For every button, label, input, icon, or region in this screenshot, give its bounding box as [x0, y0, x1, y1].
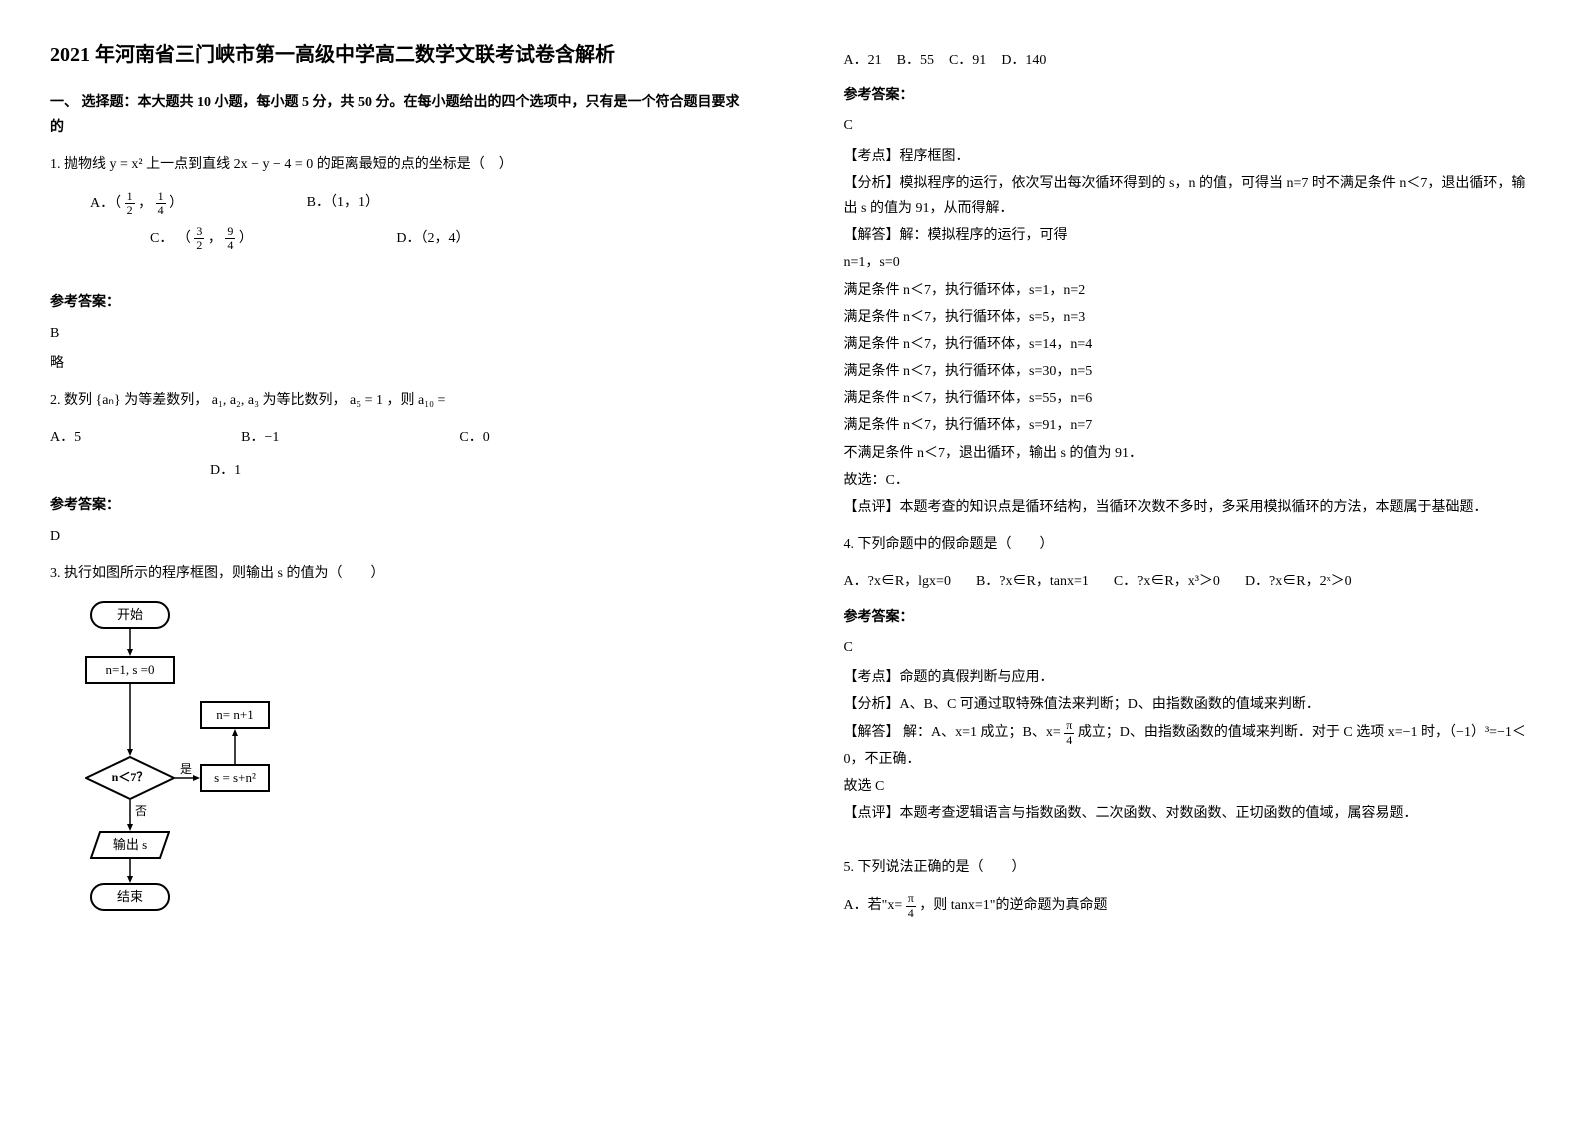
q2-cond: a₅ = 1	[350, 393, 383, 408]
q1-optC: C． （ 32 ， 94 ）	[150, 225, 253, 252]
q1-optD: D．（2，4）	[396, 226, 469, 251]
q1-optA: A．（ 12 ， 14 ）	[90, 190, 183, 217]
fraction: 94	[225, 225, 235, 252]
q2-terms: a₁, a₂, a₃	[212, 393, 259, 408]
right-column: A．21 B．55 C．91 D．140 参考答案： C 【考点】程序框图． 【…	[794, 0, 1587, 1122]
fc-output-text: 输出 s	[90, 831, 170, 859]
q4-solve: 【解答】 解：A、x=1 成立；B、x= π4 成立；D、由指数函数的值域来判断…	[844, 719, 1538, 772]
q2-mid2: 为等比数列，	[263, 393, 347, 408]
q4-review: 【点评】本题考查逻辑语言与指数函数、二次函数、对数函数、正切函数的值域，属容易题…	[844, 801, 1538, 826]
q3-optB: B．55	[897, 48, 934, 73]
q4-optB: B．?x∈R，tanx=1	[976, 569, 1089, 594]
question-3-stem: 3. 执行如图所示的程序框图，则输出 s 的值为（ ）	[50, 561, 744, 586]
q3-step7: 不满足条件 n＜7，退出循环，输出 s 的值为 91．	[844, 441, 1538, 466]
q2-answer: D	[50, 524, 744, 549]
arrow-icon	[127, 800, 133, 831]
q4-point: 【考点】命题的真假判断与应用．	[844, 665, 1538, 690]
q3-step6: 满足条件 n＜7，执行循环体，s=91，n=7	[844, 413, 1538, 438]
fraction: 32	[194, 225, 204, 252]
q5-optA: A．若"x= π4 ，则 tanx=1"的逆命题为真命题	[844, 892, 1538, 919]
arrow-icon	[175, 775, 200, 781]
q2-optC: C．0	[459, 425, 489, 450]
q3-step2: 满足条件 n＜7，执行循环体，s=5，n=3	[844, 305, 1538, 330]
q1-optB: B．（1，1）	[307, 190, 379, 215]
q1-options-row2: C． （ 32 ， 94 ） D．（2，4）	[90, 225, 744, 252]
fraction: 14	[156, 190, 166, 217]
q3-conclusion: 故选：C．	[844, 468, 1538, 493]
q1-eq1: y = x²	[110, 157, 143, 172]
q1-answer: B	[50, 321, 744, 346]
q4-options: A．?x∈R，lgx=0 B．?x∈R，tanx=1 C．?x∈R，x³＞0 D…	[844, 569, 1538, 594]
q2-answer-label: 参考答案：	[50, 493, 744, 518]
q3-step1: 满足条件 n＜7，执行循环体，s=1，n=2	[844, 278, 1538, 303]
page-title: 2021 年河南省三门峡市第一高级中学高二数学文联考试卷含解析	[50, 40, 744, 70]
fc-init: n=1, s =0	[85, 656, 175, 684]
fc-end: 结束	[90, 883, 170, 911]
fraction: π4	[906, 892, 916, 919]
q2-set: {aₙ}	[96, 393, 121, 408]
q1-stem-mid: 上一点到直线	[146, 157, 234, 172]
q1-stem-pre: 1. 抛物线	[50, 157, 106, 172]
q3-point: 【考点】程序框图．	[844, 144, 1538, 169]
q3-analysis: 【分析】模拟程序的运行，依次写出每次循环得到的 s，n 的值，可得当 n=7 时…	[844, 171, 1538, 221]
q3-step0: n=1，s=0	[844, 250, 1538, 275]
arrow-icon	[127, 684, 133, 756]
q2-mid1: 为等差数列，	[124, 393, 208, 408]
q3-options: A．21 B．55 C．91 D．140	[844, 48, 1538, 73]
fc-diamond: n＜7？	[85, 756, 175, 800]
q4-conclusion: 故选 C	[844, 774, 1538, 799]
fc-start: 开始	[90, 601, 170, 629]
q1-answer-label: 参考答案：	[50, 290, 744, 315]
q1-stem-post: 的距离最短的点的坐标是（ ）	[317, 157, 513, 172]
arrow-icon	[232, 729, 238, 764]
question-2: 2. 数列 {aₙ} 为等差数列， a₁, a₂, a₃ 为等比数列， a₅ =…	[50, 388, 744, 413]
fc-no-label: 否	[135, 801, 147, 823]
q2-ask: a₁₀ =	[418, 393, 445, 408]
q2-optB: B．−1	[241, 425, 279, 450]
q2-stem-pre: 2. 数列	[50, 393, 92, 408]
q4-analysis: 【分析】A、B、C 可通过取特殊值法来判断；D、由指数函数的值域来判断．	[844, 692, 1538, 717]
fraction: π4	[1064, 719, 1074, 746]
q3-optC: C．91	[949, 48, 986, 73]
question-4-stem: 4. 下列命题中的假命题是（ ）	[844, 532, 1538, 557]
q4-optA: A．?x∈R，lgx=0	[844, 569, 951, 594]
q2-optA: A．5	[50, 425, 81, 450]
q3-step3: 满足条件 n＜7，执行循环体，s=14，n=4	[844, 332, 1538, 357]
q4-optC: C．?x∈R，x³＞0	[1114, 569, 1220, 594]
q3-optD: D．140	[1001, 48, 1046, 73]
q4-answer: C	[844, 635, 1538, 660]
q3-answer-label: 参考答案：	[844, 83, 1538, 108]
q2-mid3: ，则	[387, 393, 419, 408]
q1-brief: 略	[50, 351, 744, 376]
q3-review: 【点评】本题考查的知识点是循环结构，当循环次数不多时，多采用模拟循环的方法，本题…	[844, 495, 1538, 520]
q3-answer: C	[844, 113, 1538, 138]
arrow-icon	[127, 629, 133, 656]
q1-eq2: 2x − y − 4 = 0	[234, 157, 314, 172]
q4-answer-label: 参考答案：	[844, 605, 1538, 630]
q3-optA: A．21	[844, 48, 882, 73]
q3-solve: 【解答】解：模拟程序的运行，可得	[844, 223, 1538, 248]
q1-options-row1: A．（ 12 ， 14 ） B．（1，1）	[90, 190, 744, 217]
arrow-icon	[127, 859, 133, 883]
fraction: 12	[125, 190, 135, 217]
q3-step4: 满足条件 n＜7，执行循环体，s=30，n=5	[844, 359, 1538, 384]
q2-optD: D．1	[210, 458, 241, 483]
q2-options-2: D．1	[50, 458, 744, 483]
fc-cond: n＜7？	[85, 756, 175, 800]
q4-optD: D．?x∈R，2ˣ＞0	[1245, 569, 1352, 594]
q2-options: A．5 B．−1 C．0	[50, 425, 744, 450]
section-header: 一、 选择题：本大题共 10 小题，每小题 5 分，共 50 分。在每小题给出的…	[50, 90, 744, 140]
fc-output: 输出 s	[90, 831, 170, 859]
left-column: 2021 年河南省三门峡市第一高级中学高二数学文联考试卷含解析 一、 选择题：本…	[0, 0, 794, 1122]
flowchart: 开始 n=1, s =0 n= n+1 n＜7？ 是 s = s+n² 否 输出…	[70, 601, 270, 911]
fc-calc: s = s+n²	[200, 764, 270, 792]
fc-inc: n= n+1	[200, 701, 270, 729]
q3-step5: 满足条件 n＜7，执行循环体，s=55，n=6	[844, 386, 1538, 411]
question-1: 1. 抛物线 y = x² 上一点到直线 2x − y − 4 = 0 的距离最…	[50, 152, 744, 177]
question-5-stem: 5. 下列说法正确的是（ ）	[844, 855, 1538, 880]
